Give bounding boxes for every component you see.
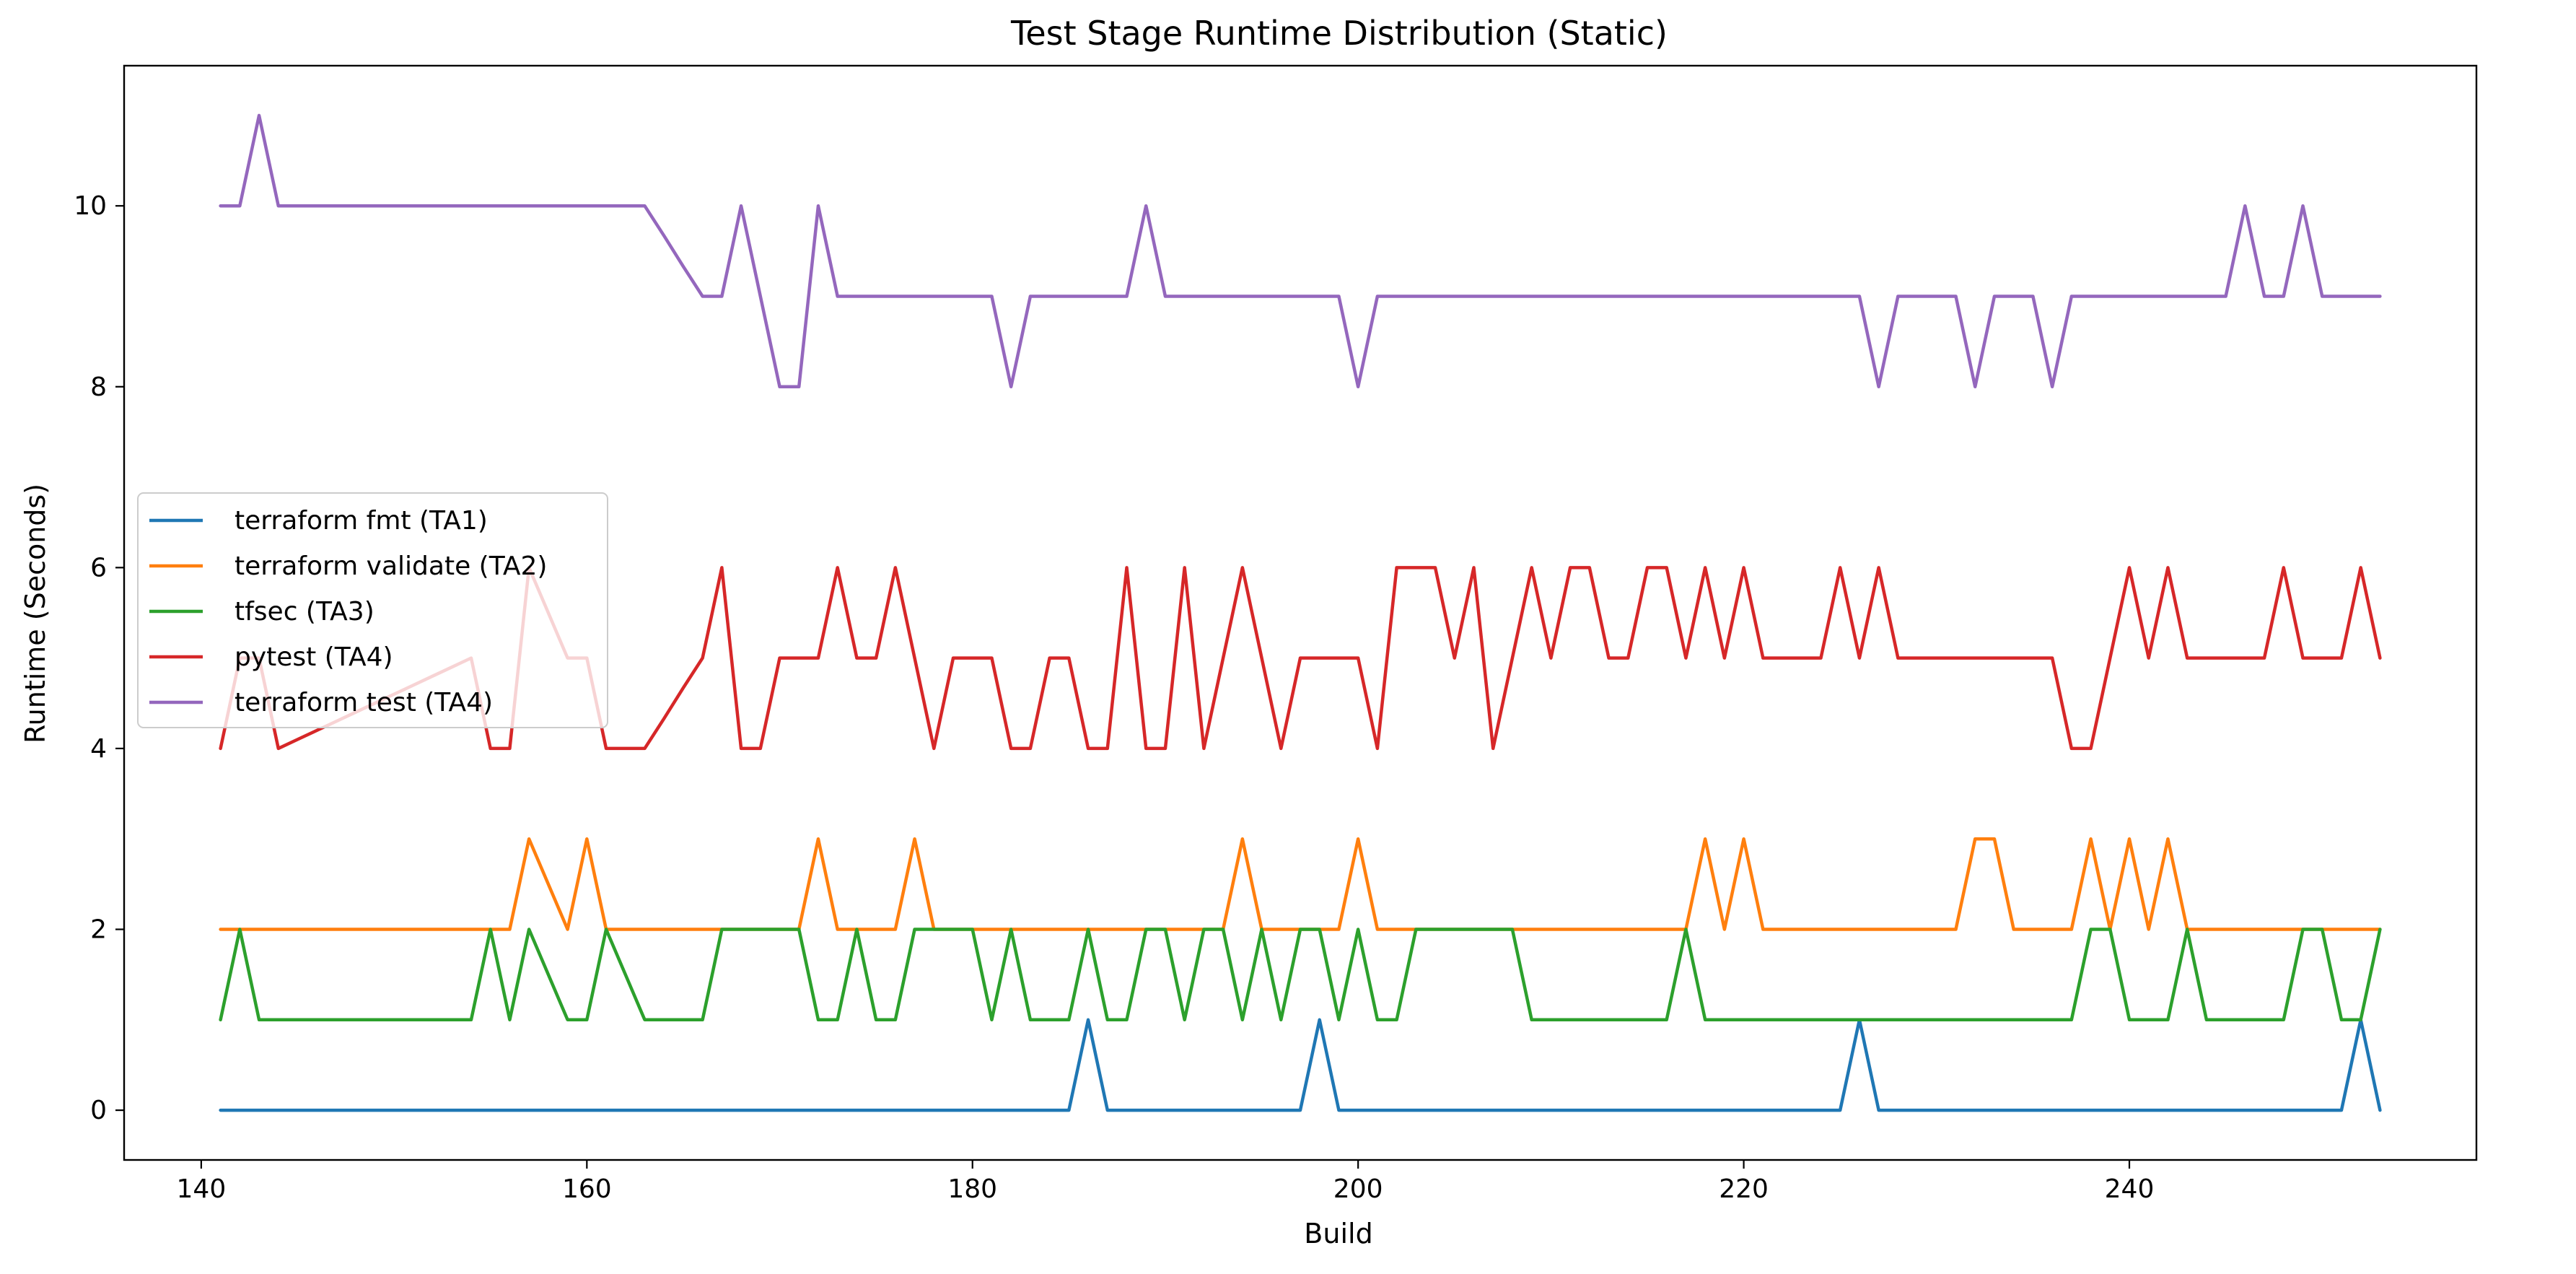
x-tick-label: 180 xyxy=(947,1174,997,1204)
x-tick-label: 140 xyxy=(177,1174,227,1204)
y-tick-label: 6 xyxy=(90,553,107,583)
x-tick-label: 200 xyxy=(1333,1174,1383,1204)
y-tick-label: 2 xyxy=(90,915,107,945)
x-tick-label: 240 xyxy=(2105,1174,2155,1204)
y-tick-label: 4 xyxy=(90,734,107,764)
chart-title: Test Stage Runtime Distribution (Static) xyxy=(1010,14,1668,53)
legend-label-tfsec-ta3: tfsec (TA3) xyxy=(235,597,374,627)
x-tick-label: 220 xyxy=(1719,1174,1769,1204)
legend-label-pytest-ta4: pytest (TA4) xyxy=(235,642,393,672)
legend-box xyxy=(137,492,608,728)
x-axis-label: Build xyxy=(1304,1218,1372,1249)
y-axis-label: Runtime (Seconds) xyxy=(19,484,51,743)
y-tick-label: 0 xyxy=(90,1096,107,1125)
series-line-tfsec-ta3 xyxy=(219,928,2382,1022)
legend-label-terraform-validate-ta2: terraform validate (TA2) xyxy=(235,551,547,581)
x-axis-ticks: 140 160 180 200 220 240 xyxy=(177,1160,2155,1204)
x-tick-label: 160 xyxy=(562,1174,612,1204)
y-tick-label: 10 xyxy=(74,191,107,221)
legend-label-terraform-fmt-ta1: terraform fmt (TA1) xyxy=(235,506,488,536)
y-tick-label: 8 xyxy=(90,372,107,402)
legend: terraform fmt (TA1) terraform validate (T… xyxy=(137,492,608,728)
y-axis-ticks: 0 2 4 6 8 10 xyxy=(74,191,124,1125)
series-line-terraform-fmt-ta1 xyxy=(219,1018,2382,1112)
series-line-terraform-test-ta4 xyxy=(219,113,2382,389)
legend-label-terraform-test-ta4: terraform test (TA4) xyxy=(235,688,493,717)
plot-area-frame xyxy=(123,64,2478,1161)
